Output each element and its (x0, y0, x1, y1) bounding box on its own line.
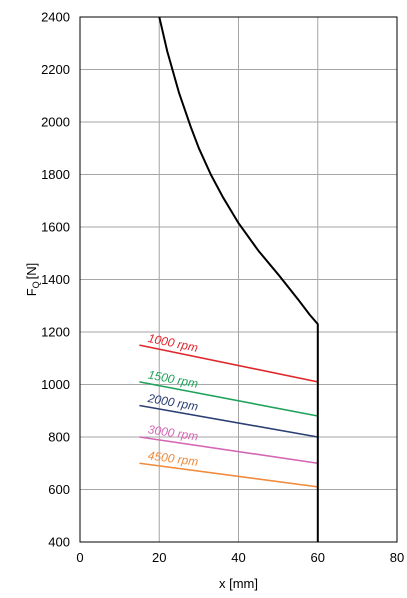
series-label: 4500 rpm (147, 448, 199, 469)
y-tick-label: 1400 (41, 272, 70, 287)
x-tick-label: 60 (311, 550, 325, 565)
y-tick-label: 2200 (41, 62, 70, 77)
series-line (139, 404, 318, 438)
x-axis-label: x [mm] (219, 576, 258, 591)
grid (79, 16, 398, 543)
x-tick-label: 80 (390, 550, 404, 565)
tick-labels: 0 20 40 60 80 400 600 800 1000 1200 1400 1600 1800 20… (41, 10, 404, 566)
y-axis-label: FQ[N] (24, 263, 41, 297)
y-tick-label: 400 (48, 535, 70, 550)
y-tick-label: 1000 (41, 377, 70, 392)
series-line (139, 344, 318, 383)
x-tick-label: 40 (231, 550, 245, 565)
limit-curve (158, 16, 319, 542)
series-label: 3000 rpm (147, 422, 199, 443)
y-tick-label: 2400 (41, 10, 70, 25)
series-line (139, 462, 318, 488)
y-axis-label-main: F (24, 288, 39, 296)
y-axis-label-unit: [N] (24, 263, 39, 280)
y-tick-label: 800 (48, 430, 70, 445)
series-line (139, 381, 318, 417)
series-label: 1500 rpm (147, 368, 199, 391)
y-tick-label: 1200 (41, 325, 70, 340)
y-tick-label: 600 (48, 482, 70, 497)
plot-frame (79, 16, 398, 543)
y-tick-label: 1800 (41, 167, 70, 182)
y-axis-label-sub: Q (31, 281, 41, 288)
series-label: 2000 rpm (146, 391, 199, 414)
series-line (139, 436, 318, 465)
x-tick-label: 0 (76, 550, 83, 565)
x-tick-label: 20 (152, 550, 166, 565)
y-tick-label: 1600 (41, 220, 70, 235)
y-tick-label: 2000 (41, 115, 70, 130)
